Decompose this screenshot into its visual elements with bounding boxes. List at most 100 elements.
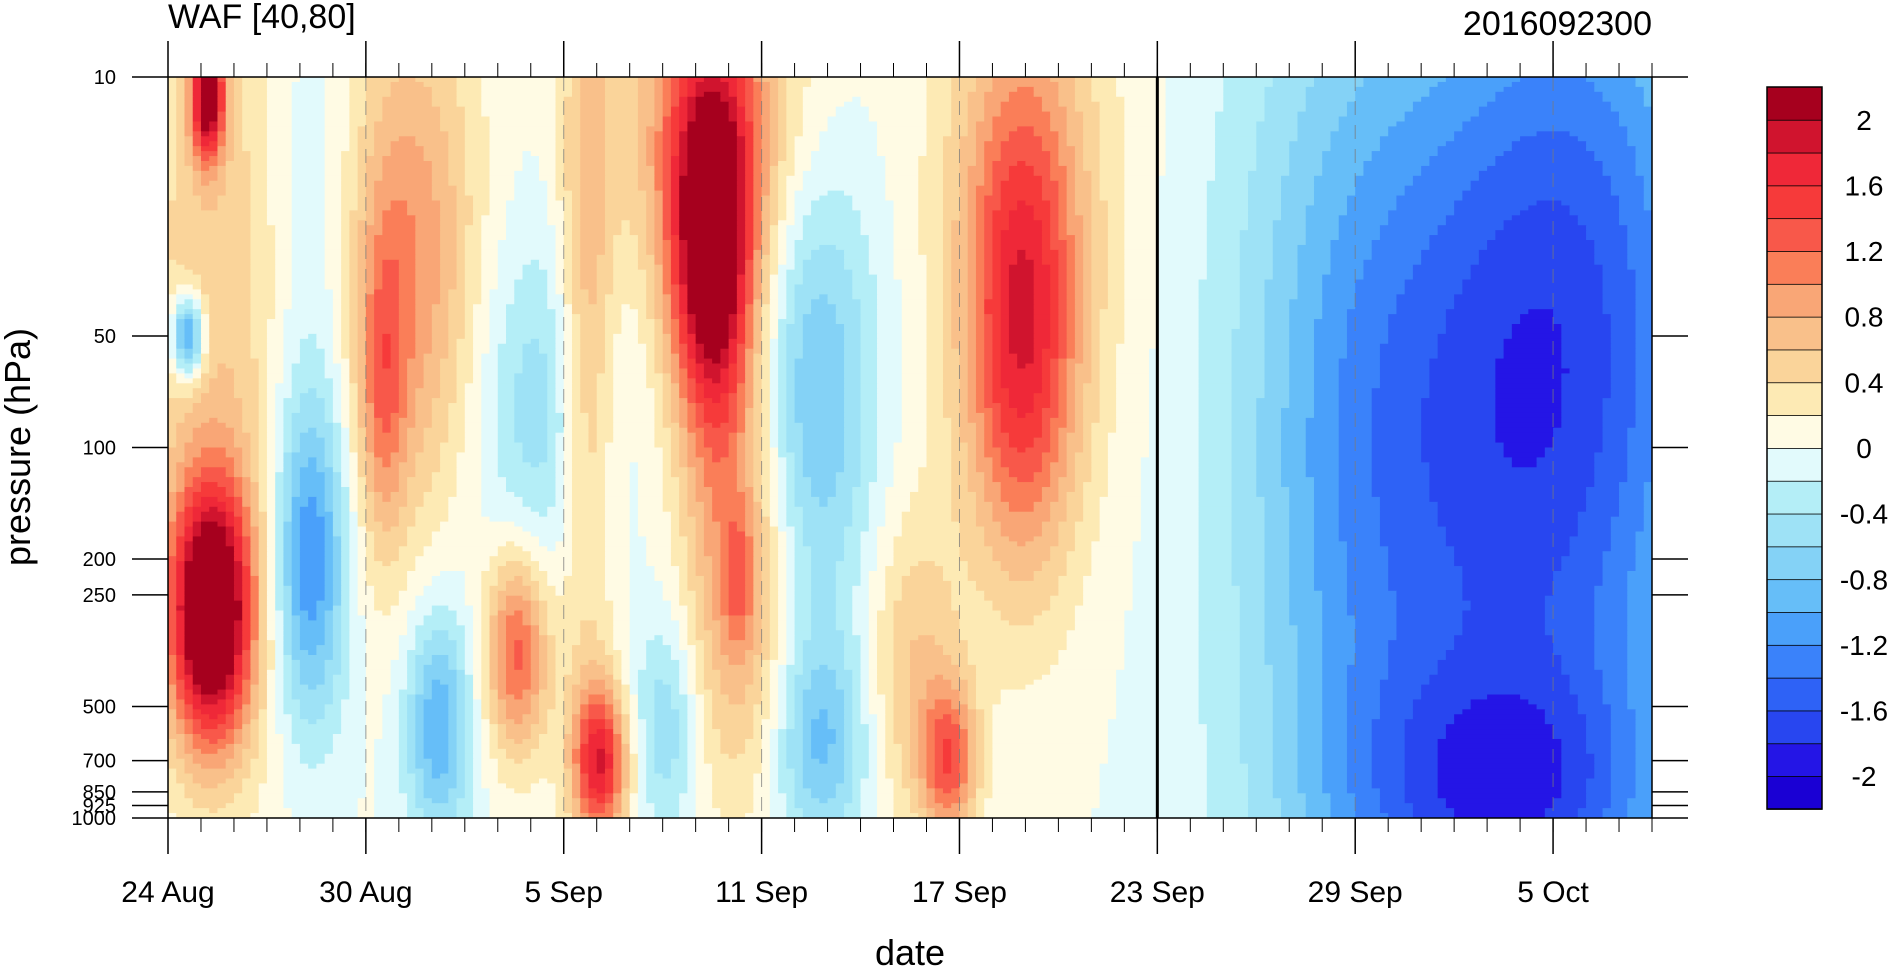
contour-cell	[662, 81, 672, 88]
contour-cell	[786, 136, 796, 142]
contour-cell	[637, 136, 647, 142]
contour-cell	[975, 343, 985, 350]
contour-cell	[489, 160, 524, 167]
contour-cell	[1619, 205, 1645, 211]
contour-cell	[555, 348, 565, 355]
contour-cell	[1248, 225, 1274, 231]
contour-cell	[1066, 185, 1076, 192]
contour-cell	[1116, 417, 1150, 424]
contour-cell	[975, 314, 985, 320]
contour-cell	[1437, 230, 1496, 236]
contour-cell	[745, 77, 754, 83]
contour-cell	[365, 363, 375, 370]
contour-cell	[786, 190, 796, 197]
contour-cell	[489, 116, 557, 123]
contour-cell	[571, 314, 581, 320]
contour-cell	[382, 269, 400, 276]
contour-cell	[967, 170, 985, 177]
contour-cell	[365, 106, 383, 113]
contour-cell	[1462, 195, 1620, 202]
contour-cell	[596, 264, 614, 271]
contour-cell	[456, 269, 466, 276]
contour-cell	[1305, 230, 1340, 236]
contour-cell	[942, 195, 961, 202]
contour-cell	[761, 417, 771, 424]
contour-cell	[1008, 175, 1043, 182]
contour-cell	[349, 412, 359, 419]
contour-cell	[580, 393, 598, 399]
contour-cell	[1462, 284, 1604, 291]
contour-cell	[646, 210, 656, 216]
contour-cell	[695, 388, 705, 394]
contour-cell	[506, 235, 557, 241]
contour-cell	[745, 244, 754, 251]
contour-cell	[769, 111, 779, 118]
contour-cell	[1272, 230, 1307, 236]
contour-cell	[745, 378, 754, 384]
contour-cell	[1000, 383, 1043, 389]
contour-cell	[341, 249, 350, 256]
contour-cell	[967, 254, 977, 261]
contour-cell	[341, 160, 359, 167]
contour-cell	[283, 343, 301, 350]
contour-cell	[778, 319, 796, 325]
contour-cell	[1322, 304, 1356, 310]
contour-cell	[860, 96, 928, 103]
contour-cell	[184, 264, 252, 271]
contour-cell	[975, 378, 985, 384]
contour-cell	[1264, 309, 1290, 315]
contour-cell	[1264, 353, 1290, 360]
contour-cell	[885, 175, 919, 182]
contour-cell	[984, 264, 994, 271]
contour-cell	[365, 319, 375, 325]
contour-cell	[860, 403, 878, 409]
contour-cell	[440, 225, 458, 231]
contour-cell	[209, 338, 252, 345]
contour-cell	[637, 81, 656, 88]
contour-cell	[1050, 299, 1059, 305]
contour-cell	[481, 294, 491, 300]
contour-cell	[662, 146, 672, 152]
contour-cell	[769, 254, 779, 261]
contour-cell	[901, 358, 928, 365]
contour-cell	[168, 210, 252, 216]
contour-cell	[1297, 289, 1323, 295]
contour-cell	[547, 269, 557, 276]
contour-cell	[679, 254, 688, 261]
contour-cell	[778, 264, 796, 271]
contour-cell	[464, 333, 474, 340]
contour-cell	[184, 131, 194, 137]
contour-cell	[1083, 388, 1101, 394]
contour-cell	[1330, 264, 1365, 271]
contour-cell	[679, 215, 738, 221]
contour-cell	[637, 333, 656, 340]
contour-cell	[1157, 333, 1200, 340]
contour-cell	[374, 180, 433, 187]
contour-cell	[1297, 111, 1348, 118]
contour-cell	[398, 398, 408, 404]
contour-cell	[266, 348, 285, 355]
contour-cell	[233, 388, 260, 394]
contour-cell	[670, 358, 680, 365]
contour-cell	[1602, 165, 1637, 172]
contour-cell	[646, 358, 656, 365]
contour-cell	[1198, 368, 1233, 374]
contour-cell	[778, 111, 787, 118]
contour-cell	[1264, 111, 1299, 118]
contour-cell	[563, 388, 573, 394]
contour-cell	[1157, 274, 1208, 281]
contour-cell	[176, 190, 194, 197]
contour-cell	[670, 151, 680, 157]
contour-cell	[514, 294, 548, 300]
contour-cell	[456, 210, 474, 216]
contour-cell	[901, 324, 928, 330]
contour-cell	[464, 160, 491, 167]
contour-cell	[382, 417, 392, 424]
contour-cell	[761, 412, 771, 419]
contour-cell	[786, 368, 796, 374]
contour-cell	[1041, 373, 1051, 379]
contour-cell	[357, 417, 367, 424]
contour-cell	[415, 141, 449, 147]
contour-cell	[670, 378, 680, 384]
contour-cell	[168, 274, 202, 281]
